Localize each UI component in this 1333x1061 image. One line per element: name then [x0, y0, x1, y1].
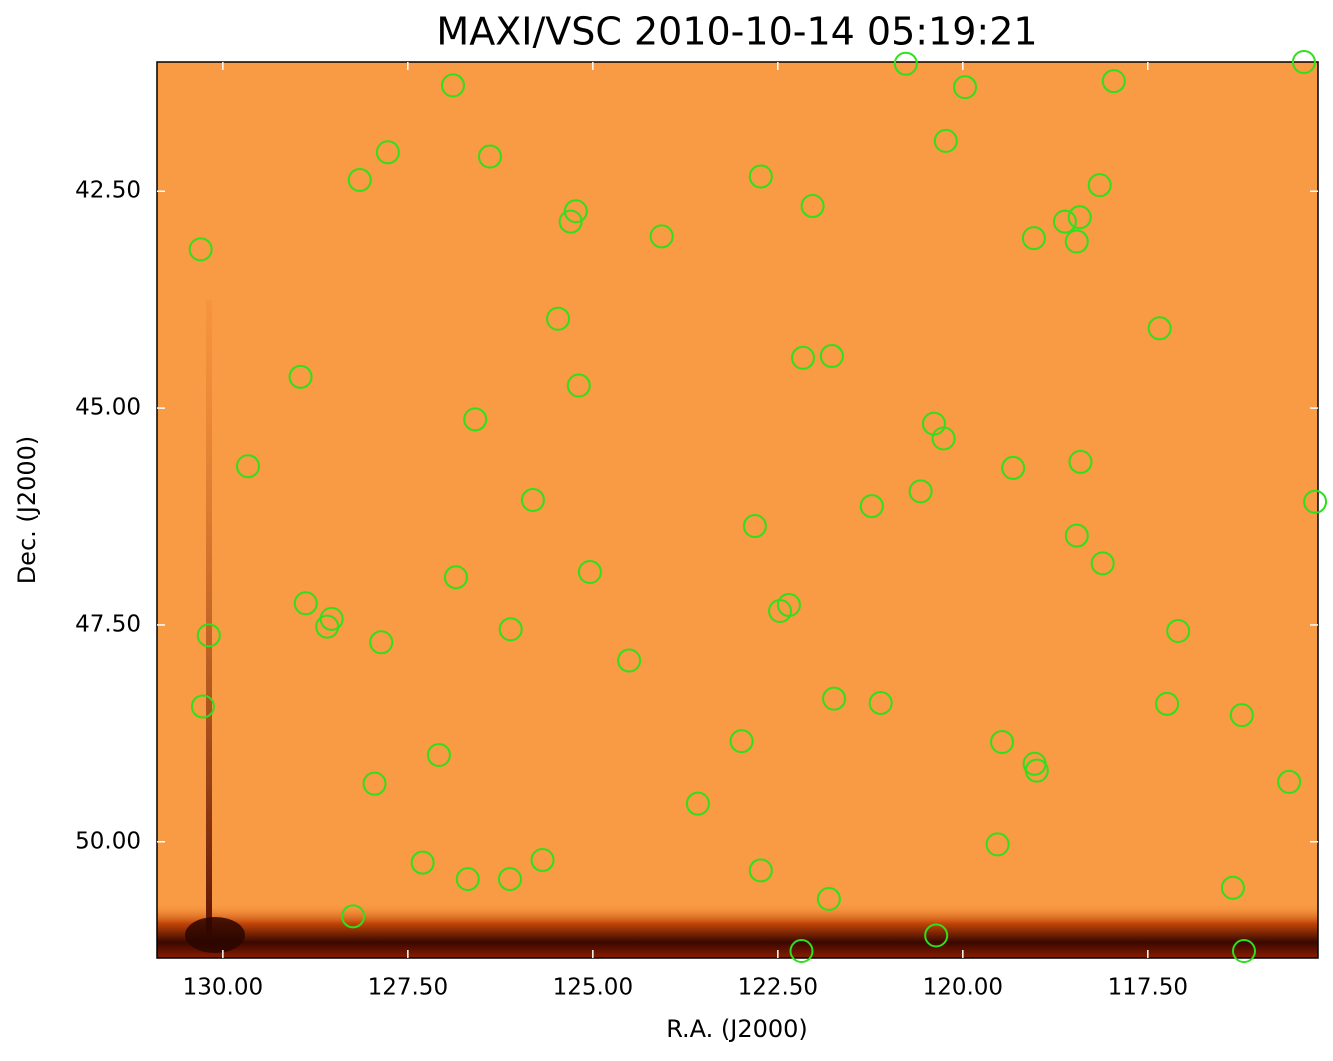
- source-marker: [498, 617, 523, 642]
- source-marker: [188, 237, 213, 262]
- source-marker: [315, 614, 340, 639]
- y-tick-label: 47.50: [75, 611, 141, 637]
- source-marker: [800, 193, 825, 218]
- y-tick-label: 45.00: [75, 395, 141, 421]
- source-marker: [819, 344, 844, 369]
- y-tick-label: 42.50: [75, 178, 141, 204]
- y-axis-label: Dec. (J2000): [13, 436, 41, 585]
- source-marker: [649, 224, 674, 249]
- y-tick-label: 50.00: [75, 828, 141, 854]
- source-marker: [822, 686, 847, 711]
- source-marker: [558, 209, 583, 234]
- source-marker: [497, 867, 522, 892]
- source-marker: [1064, 229, 1089, 254]
- source-marker: [924, 923, 949, 948]
- source-marker: [1068, 449, 1093, 474]
- source-marker: [748, 164, 773, 189]
- source-marker: [931, 426, 956, 451]
- source-marker: [748, 858, 773, 883]
- source-marker: [236, 454, 261, 479]
- source-marker: [196, 623, 221, 648]
- source-marker: [1101, 69, 1126, 94]
- source-marker: [410, 850, 435, 875]
- source-marker: [1229, 703, 1254, 728]
- source-marker: [288, 364, 313, 389]
- source-marker: [293, 591, 318, 616]
- source-marker: [426, 743, 451, 768]
- source-marker: [1166, 618, 1191, 643]
- source-marker: [463, 407, 488, 432]
- source-marker: [1001, 455, 1026, 480]
- source-marker: [1087, 173, 1112, 198]
- source-marker: [990, 730, 1015, 755]
- source-marker: [530, 847, 555, 872]
- source-marker: [477, 144, 502, 169]
- source-marker: [347, 167, 372, 192]
- source-marker: [893, 51, 918, 76]
- plot-frame: [156, 61, 1319, 959]
- source-marker: [440, 73, 465, 98]
- source-marker: [742, 514, 767, 539]
- source-marker: [362, 771, 387, 796]
- source-marker: [1147, 316, 1172, 341]
- source-marker: [953, 75, 978, 100]
- source-marker: [577, 560, 602, 585]
- source-marker: [1052, 209, 1077, 234]
- source-marker: [790, 345, 815, 370]
- bright-streak: [206, 300, 212, 940]
- source-marker: [1155, 691, 1180, 716]
- source-marker: [566, 373, 591, 398]
- source-marker: [859, 494, 884, 519]
- source-marker: [816, 887, 841, 912]
- source-marker: [1291, 50, 1316, 74]
- source-marker: [789, 939, 814, 964]
- source-marker: [1220, 875, 1245, 900]
- source-marker: [341, 904, 366, 929]
- source-marker: [617, 648, 642, 673]
- source-marker: [1067, 205, 1092, 230]
- source-marker: [685, 791, 710, 816]
- bright-source: [185, 917, 245, 953]
- source-marker: [1024, 758, 1049, 783]
- x-axis-label: R.A. (J2000): [666, 1015, 808, 1043]
- x-tick-label: 130.00: [183, 975, 263, 1001]
- x-tick-label: 125.00: [553, 975, 633, 1001]
- source-marker: [776, 592, 801, 617]
- source-marker: [1232, 939, 1257, 964]
- x-tick-label: 120.00: [923, 975, 1003, 1001]
- source-marker: [908, 479, 933, 504]
- chart-title: MAXI/VSC 2010-10-14 05:19:21: [436, 10, 1037, 54]
- x-tick-label: 127.50: [368, 975, 448, 1001]
- source-marker: [190, 694, 215, 719]
- source-marker: [985, 832, 1010, 857]
- sky-image: [157, 62, 1318, 958]
- source-marker: [443, 565, 468, 590]
- source-marker: [1021, 226, 1046, 251]
- source-marker: [729, 729, 754, 754]
- source-marker: [546, 306, 571, 331]
- source-marker: [1064, 523, 1089, 548]
- source-marker: [1277, 769, 1302, 794]
- source-marker: [369, 630, 394, 655]
- source-marker: [933, 128, 958, 153]
- source-marker: [520, 488, 545, 513]
- source-marker: [1090, 551, 1115, 576]
- source-marker: [1303, 489, 1328, 514]
- detector-edge: [157, 905, 1318, 958]
- source-marker: [375, 140, 400, 165]
- source-marker: [455, 867, 480, 892]
- x-tick-label: 117.50: [1108, 975, 1188, 1001]
- x-tick-label: 122.50: [738, 975, 818, 1001]
- source-marker: [868, 690, 893, 715]
